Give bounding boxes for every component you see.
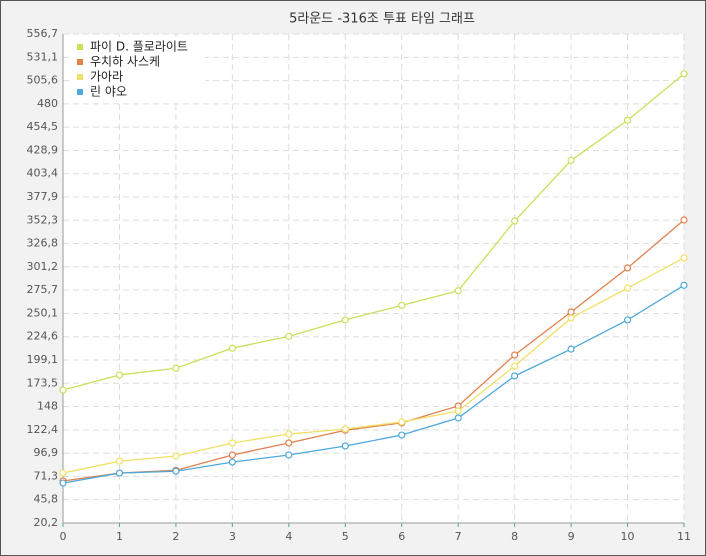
y-tick-label: 96,9	[34, 446, 59, 459]
data-point	[59, 386, 67, 394]
data-point	[623, 284, 632, 292]
legend-swatch	[77, 44, 83, 50]
plot-area	[63, 34, 684, 523]
data-point	[567, 156, 575, 165]
series-line	[62, 73, 685, 391]
y-tick-label: 275,7	[27, 283, 59, 296]
x-tick-label: 9	[568, 530, 575, 543]
y-tick-label: 199,1	[27, 353, 59, 366]
x-tick-label: 2	[172, 530, 179, 543]
data-point	[623, 264, 632, 272]
y-tick-label: 224,6	[27, 330, 59, 343]
y-tick-label: 480	[37, 97, 58, 110]
data-point	[511, 362, 519, 370]
data-point	[341, 442, 349, 450]
data-point	[285, 439, 293, 447]
data-point	[228, 439, 236, 447]
legend-label: 우치하 사스케	[90, 55, 160, 69]
series-line	[62, 219, 685, 482]
data-point	[115, 371, 124, 379]
data-point	[398, 418, 406, 426]
data-point	[680, 70, 688, 78]
y-tick-label: 122,4	[27, 423, 59, 436]
x-tick-label: 3	[229, 530, 236, 543]
series-line	[62, 257, 685, 474]
y-tick-label: 377,9	[27, 190, 59, 203]
data-point	[454, 407, 462, 415]
data-point	[172, 364, 180, 372]
data-point	[567, 314, 575, 322]
y-tick-label: 556,7	[27, 27, 59, 40]
data-point	[285, 430, 293, 438]
data-point	[680, 281, 688, 289]
y-tick-label: 505,6	[27, 74, 59, 87]
legend-swatch	[77, 74, 83, 80]
legend-label: 가아라	[90, 70, 123, 84]
data-point	[59, 469, 67, 477]
data-point	[511, 217, 519, 225]
y-tick-label: 352,3	[27, 213, 59, 226]
x-tick-label: 5	[342, 530, 349, 543]
data-point	[623, 116, 632, 124]
x-tick-label: 1	[116, 530, 123, 543]
legend-label: 린 야오	[90, 85, 127, 99]
y-tick-label: 20,2	[34, 516, 59, 529]
y-tick-label: 531,1	[27, 50, 59, 63]
y-tick-label: 454,5	[27, 120, 59, 133]
data-point	[285, 451, 293, 459]
data-point	[454, 414, 462, 422]
data-point	[341, 425, 349, 433]
y-tick-label: 428,9	[27, 143, 59, 156]
data-point	[59, 479, 67, 487]
x-tick-label: 10	[621, 530, 635, 543]
legend-swatch	[77, 59, 83, 65]
y-tick-label: 173,5	[27, 376, 59, 389]
data-point	[623, 316, 632, 324]
data-point	[511, 351, 519, 359]
data-point	[398, 301, 406, 309]
data-point	[228, 458, 236, 466]
data-point	[680, 216, 688, 224]
data-point	[228, 344, 236, 352]
legend-label: 파이 D. 플로라이트	[90, 40, 188, 54]
x-tick-label: 11	[677, 530, 691, 543]
data-point	[511, 372, 519, 380]
y-tick-label: 403,4	[27, 167, 59, 180]
data-point	[567, 308, 575, 316]
x-tick-label: 8	[511, 530, 518, 543]
series-line	[62, 284, 685, 484]
x-tick-label: 7	[455, 530, 462, 543]
data-point	[172, 467, 180, 475]
legend-swatch	[77, 89, 83, 95]
y-tick-label: 250,1	[27, 306, 59, 319]
data-point	[567, 345, 575, 353]
y-tick-label: 148	[37, 400, 58, 413]
y-tick-label: 71,3	[34, 469, 59, 482]
x-tick-label: 0	[60, 530, 67, 543]
data-point	[228, 451, 236, 459]
legend-box	[69, 37, 205, 103]
x-tick-label: 6	[398, 530, 405, 543]
y-tick-label: 326,8	[27, 237, 59, 250]
data-point	[398, 431, 406, 439]
data-point	[172, 452, 180, 460]
chart-title: 5라운드 -316조 투표 타임 그래프	[289, 12, 475, 27]
y-tick-label: 45,8	[34, 493, 59, 506]
data-point	[454, 287, 462, 295]
data-point	[341, 316, 349, 324]
data-point	[115, 457, 124, 465]
data-point	[680, 254, 688, 262]
y-tick-label: 301,2	[27, 260, 59, 273]
x-tick-label: 4	[285, 530, 292, 543]
data-point	[285, 332, 293, 340]
data-point	[115, 469, 124, 477]
